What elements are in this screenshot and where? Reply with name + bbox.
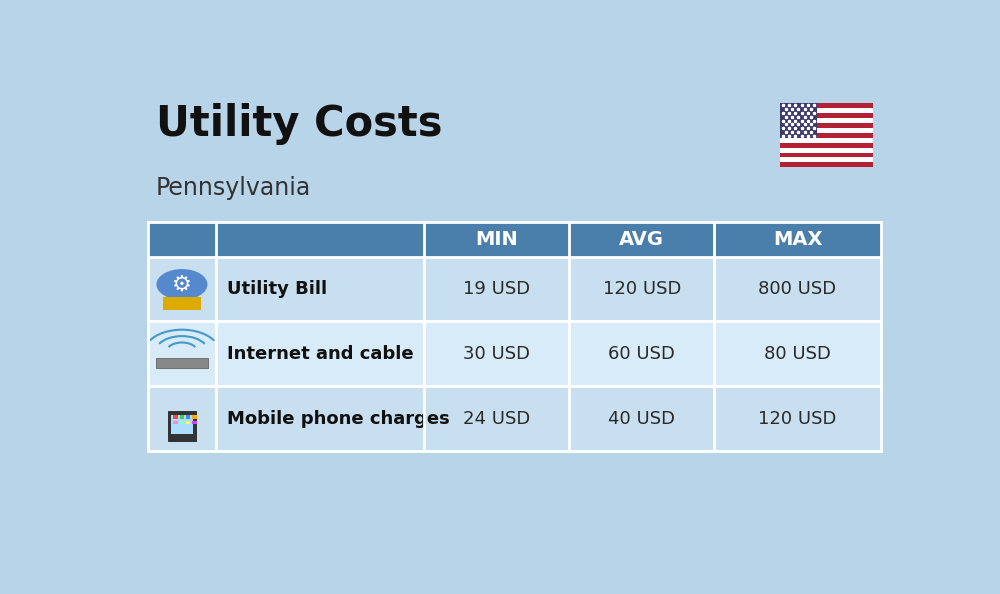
Bar <box>192 421 197 424</box>
Bar <box>424 257 569 321</box>
Bar <box>168 411 196 441</box>
Bar <box>192 415 197 419</box>
Bar <box>163 297 201 309</box>
Text: 24 USD: 24 USD <box>463 410 530 428</box>
Text: Pennsylvania: Pennsylvania <box>156 176 311 201</box>
Bar <box>216 222 424 257</box>
Bar <box>186 421 190 424</box>
Bar <box>780 108 873 113</box>
Bar <box>714 257 881 321</box>
Bar <box>171 415 193 434</box>
Text: 30 USD: 30 USD <box>463 345 530 363</box>
Bar <box>780 128 873 133</box>
Bar <box>780 123 873 128</box>
Bar <box>148 222 216 257</box>
Bar <box>780 148 873 153</box>
Bar <box>424 321 569 387</box>
Text: MAX: MAX <box>773 230 822 249</box>
Text: 120 USD: 120 USD <box>603 280 681 298</box>
Bar <box>186 415 190 419</box>
Bar <box>173 421 178 424</box>
Bar <box>780 113 873 118</box>
Text: MIN: MIN <box>475 230 518 249</box>
Bar <box>148 257 216 321</box>
Bar <box>216 387 424 451</box>
Text: 80 USD: 80 USD <box>764 345 831 363</box>
Bar <box>173 415 178 419</box>
Bar <box>148 321 216 387</box>
Bar <box>780 162 873 168</box>
Text: 19 USD: 19 USD <box>463 280 530 298</box>
Text: Internet and cable: Internet and cable <box>227 345 414 363</box>
Bar <box>780 118 873 123</box>
Text: Mobile phone charges: Mobile phone charges <box>227 410 450 428</box>
Bar <box>424 222 569 257</box>
Bar <box>780 153 873 157</box>
FancyBboxPatch shape <box>780 103 873 168</box>
Bar <box>714 387 881 451</box>
Bar <box>714 321 881 387</box>
Bar <box>780 157 873 162</box>
Bar <box>569 257 714 321</box>
Bar <box>780 133 873 138</box>
Bar <box>216 321 424 387</box>
Text: 40 USD: 40 USD <box>608 410 675 428</box>
Bar <box>148 387 216 451</box>
Bar <box>780 103 817 138</box>
Circle shape <box>157 270 207 299</box>
Bar <box>156 358 208 368</box>
Bar <box>714 222 881 257</box>
Text: 120 USD: 120 USD <box>758 410 837 428</box>
Bar <box>424 387 569 451</box>
Text: Utility Bill: Utility Bill <box>227 280 327 298</box>
Bar <box>569 387 714 451</box>
Bar <box>780 143 873 148</box>
Bar <box>180 421 184 424</box>
Text: AVG: AVG <box>619 230 664 249</box>
Text: 60 USD: 60 USD <box>608 345 675 363</box>
Text: Utility Costs: Utility Costs <box>156 103 442 146</box>
Bar <box>216 257 424 321</box>
Bar <box>569 222 714 257</box>
Text: ⚙: ⚙ <box>172 274 192 295</box>
Text: 800 USD: 800 USD <box>758 280 837 298</box>
Bar <box>569 321 714 387</box>
Bar <box>780 138 873 143</box>
Bar <box>180 415 184 419</box>
Bar <box>780 103 873 108</box>
